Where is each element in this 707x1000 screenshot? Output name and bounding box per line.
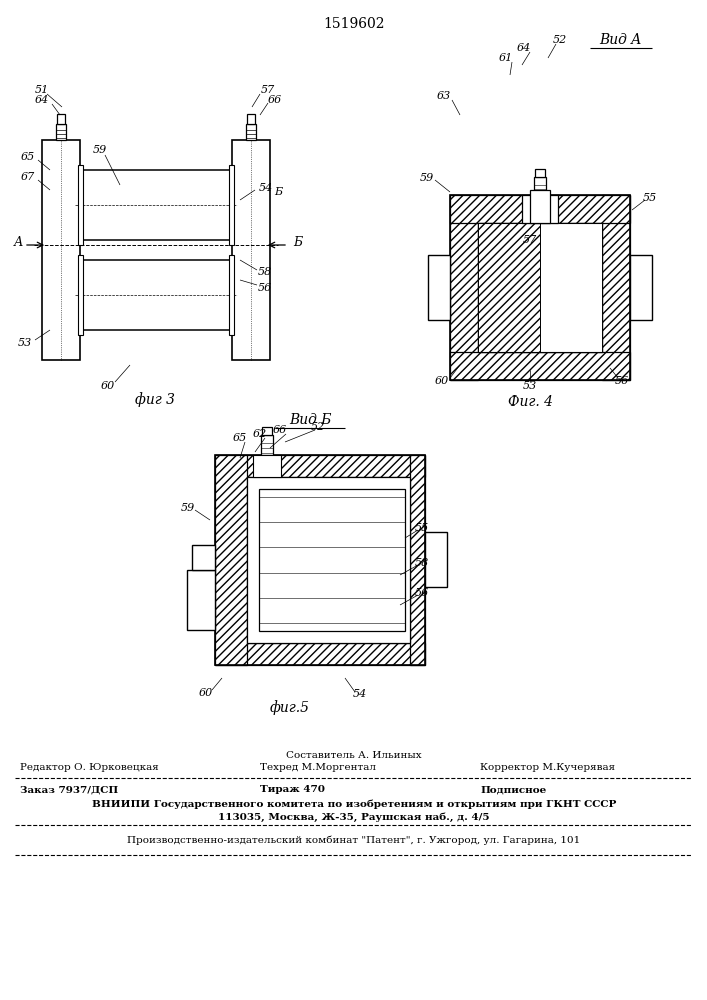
Text: Производственно-издательский комбинат "Патент", г. Ужгород, ул. Гагарина, 101: Производственно-издательский комбинат "П… bbox=[127, 835, 580, 845]
Bar bbox=[534, 177, 546, 195]
Bar bbox=[602, 195, 630, 380]
Bar bbox=[78, 255, 83, 335]
Bar bbox=[478, 223, 540, 352]
Text: 63: 63 bbox=[437, 91, 451, 101]
Text: 54: 54 bbox=[259, 183, 273, 193]
Text: 56: 56 bbox=[415, 588, 429, 598]
Text: Редактор О. Юрковецкая: Редактор О. Юрковецкая bbox=[20, 764, 159, 772]
Text: 113035, Москва, Ж-35, Раушская наб., д. 4/5: 113035, Москва, Ж-35, Раушская наб., д. … bbox=[218, 812, 490, 822]
Bar bbox=[253, 455, 281, 477]
Bar bbox=[247, 114, 255, 124]
Bar bbox=[450, 195, 478, 380]
Bar bbox=[478, 223, 602, 352]
Text: 52: 52 bbox=[553, 35, 567, 45]
Bar bbox=[522, 195, 558, 223]
Text: 58: 58 bbox=[258, 267, 272, 277]
Text: 60: 60 bbox=[435, 376, 449, 386]
Text: 60: 60 bbox=[101, 381, 115, 391]
Text: 56: 56 bbox=[258, 283, 272, 293]
Text: Корректор М.Кучерявая: Корректор М.Кучерявая bbox=[480, 764, 615, 772]
Text: 55: 55 bbox=[415, 523, 429, 533]
Bar bbox=[630, 255, 652, 320]
Text: Техред М.Моргентал: Техред М.Моргентал bbox=[260, 764, 376, 772]
Bar bbox=[428, 255, 450, 320]
Bar bbox=[56, 124, 66, 140]
Bar bbox=[246, 124, 256, 140]
Text: Б: Б bbox=[293, 235, 303, 248]
Text: 54: 54 bbox=[353, 689, 367, 699]
Bar bbox=[192, 545, 215, 570]
Bar bbox=[80, 260, 232, 330]
Bar bbox=[535, 169, 545, 177]
Text: 64: 64 bbox=[517, 43, 531, 53]
Bar bbox=[42, 140, 80, 360]
Bar bbox=[215, 455, 425, 477]
Bar bbox=[215, 455, 425, 665]
Text: Подписное: Подписное bbox=[480, 786, 547, 794]
Bar bbox=[259, 489, 405, 631]
Text: 53: 53 bbox=[18, 338, 32, 348]
Text: Фиг. 4: Фиг. 4 bbox=[508, 395, 552, 409]
Text: 66: 66 bbox=[268, 95, 282, 105]
Text: фиг.5: фиг.5 bbox=[270, 701, 310, 715]
Bar bbox=[530, 190, 550, 223]
Text: 66: 66 bbox=[273, 425, 287, 435]
Text: А: А bbox=[13, 235, 23, 248]
Bar bbox=[229, 165, 234, 245]
Bar bbox=[261, 435, 273, 455]
Bar bbox=[232, 140, 270, 360]
Bar bbox=[540, 223, 602, 352]
Text: ВНИИПИ Государственного комитета по изобретениям и открытиям при ГКНТ СССР: ВНИИПИ Государственного комитета по изоб… bbox=[92, 799, 617, 809]
Text: 57: 57 bbox=[523, 235, 537, 245]
Bar bbox=[78, 165, 83, 245]
Bar bbox=[229, 255, 234, 335]
Text: Вид Б: Вид Б bbox=[288, 413, 332, 427]
Text: 59: 59 bbox=[420, 173, 434, 183]
Text: фиг 3: фиг 3 bbox=[135, 393, 175, 407]
Text: 60: 60 bbox=[199, 688, 213, 698]
Text: 55: 55 bbox=[643, 193, 657, 203]
Text: 67: 67 bbox=[21, 172, 35, 182]
Bar bbox=[410, 455, 425, 665]
Text: 51: 51 bbox=[35, 85, 49, 95]
Bar bbox=[450, 352, 630, 380]
Bar bbox=[450, 195, 630, 380]
Text: 57: 57 bbox=[261, 85, 275, 95]
Bar bbox=[215, 455, 247, 665]
Bar bbox=[187, 570, 215, 630]
Bar bbox=[80, 170, 232, 240]
Text: 58: 58 bbox=[415, 558, 429, 568]
Text: Заказ 7937/ДСП: Заказ 7937/ДСП bbox=[20, 786, 118, 794]
Text: Тираж 470: Тираж 470 bbox=[260, 786, 325, 794]
Text: 52: 52 bbox=[311, 422, 325, 432]
Bar bbox=[247, 477, 410, 643]
Text: 53: 53 bbox=[523, 381, 537, 391]
Text: Составитель А. Ильиных: Составитель А. Ильиных bbox=[286, 750, 422, 760]
Text: 59: 59 bbox=[93, 145, 107, 155]
Bar bbox=[262, 427, 272, 435]
Text: 65: 65 bbox=[21, 152, 35, 162]
Text: 61: 61 bbox=[499, 53, 513, 63]
Text: 56: 56 bbox=[615, 376, 629, 386]
Bar bbox=[425, 532, 447, 587]
Bar bbox=[450, 195, 630, 223]
Text: 59: 59 bbox=[181, 503, 195, 513]
Text: 1519602: 1519602 bbox=[323, 17, 385, 31]
Text: Б: Б bbox=[274, 187, 282, 197]
Bar bbox=[215, 643, 425, 665]
Text: 62: 62 bbox=[253, 429, 267, 439]
Bar bbox=[57, 114, 65, 124]
Text: 64: 64 bbox=[35, 95, 49, 105]
Text: Вид A: Вид A bbox=[599, 33, 641, 47]
Text: 65: 65 bbox=[233, 433, 247, 443]
